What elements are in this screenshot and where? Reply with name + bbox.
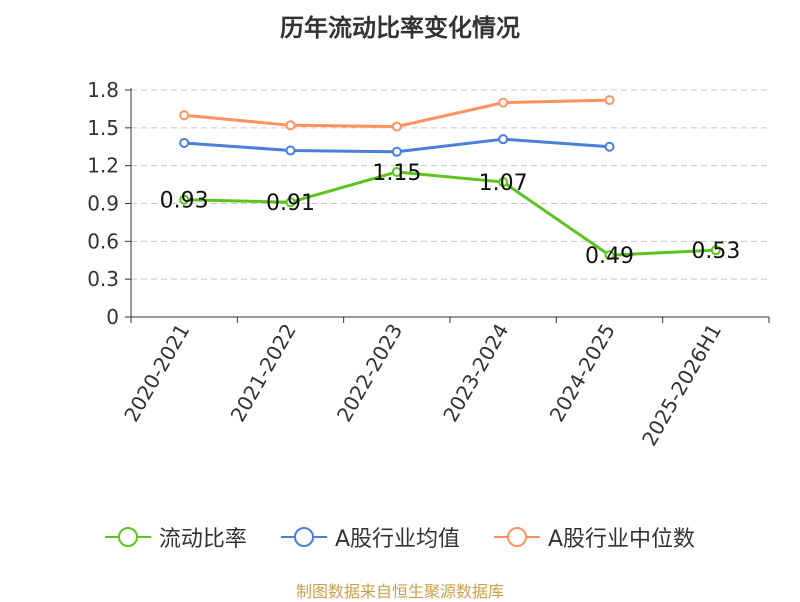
data-point (285, 197, 296, 208)
data-point (391, 121, 402, 132)
y-tick-label: 0.9 (87, 192, 119, 216)
data-point (179, 110, 190, 121)
data-point (285, 120, 296, 131)
data-point (710, 245, 721, 256)
y-tick-label: 0.3 (87, 267, 119, 291)
legend-item-industry-mean[interactable]: A股行业均值 (280, 521, 460, 553)
series-line (184, 170, 716, 257)
data-point (179, 194, 190, 205)
data-point (604, 250, 615, 261)
x-tick-label: 2023-2024 (438, 319, 513, 425)
y-tick-label: 0 (106, 305, 119, 329)
legend-label: A股行业均值 (334, 527, 460, 552)
chart-title: 历年流动比率变化情况 (280, 14, 520, 42)
legend-label: 流动比率 (158, 527, 247, 552)
data-point (498, 97, 509, 108)
x-tick-label: 2025-2026H1 (637, 320, 726, 450)
y-tick-label: 1.5 (87, 116, 119, 140)
y-tick-label: 1.8 (87, 78, 119, 102)
data-point (285, 145, 296, 156)
x-tick-label: 2021-2022 (226, 320, 301, 426)
x-tick-label: 2022-2023 (332, 320, 407, 426)
legend: 流动比率 A股行业均值 A股行业中位数 (0, 520, 800, 554)
grid (131, 89, 769, 280)
data-point (391, 166, 402, 177)
data-point (179, 137, 190, 148)
line-marker-icon (494, 527, 540, 547)
data-label: 0.91 (266, 191, 315, 216)
data-point (498, 177, 509, 188)
x-tick-label: 2020-2021 (119, 320, 194, 426)
data-point (604, 141, 615, 152)
line-marker-icon (104, 527, 151, 547)
series (179, 95, 721, 261)
data-label: 0.49 (585, 244, 634, 269)
data-label: 0.53 (691, 239, 740, 264)
data-point (391, 146, 402, 157)
data-label: 1.15 (372, 161, 421, 186)
data-label: 1.07 (479, 171, 528, 196)
legend-label: A股行业中位数 (548, 527, 696, 552)
legend-item-industry-median[interactable]: A股行业中位数 (494, 521, 695, 553)
data-labels: 0.93 0.91 1.15 1.07 0.49 0.53 (160, 161, 741, 269)
data-point (604, 95, 615, 106)
y-tick-label: 0.6 (87, 229, 119, 253)
line-marker-icon (280, 527, 327, 547)
axes: 0 0.3 0.6 0.9 1.2 1.5 1.8 2020-2021 2021-2022 202… (87, 78, 770, 450)
legend-item-current-ratio[interactable]: 流动比率 (104, 521, 247, 553)
data-point (498, 134, 509, 145)
x-tick-label: 2024-2025 (545, 320, 620, 426)
data-label: 0.93 (160, 189, 209, 214)
y-tick-label: 1.2 (87, 154, 119, 178)
source-note: 制图数据来自恒生聚源数据库 (295, 582, 504, 601)
